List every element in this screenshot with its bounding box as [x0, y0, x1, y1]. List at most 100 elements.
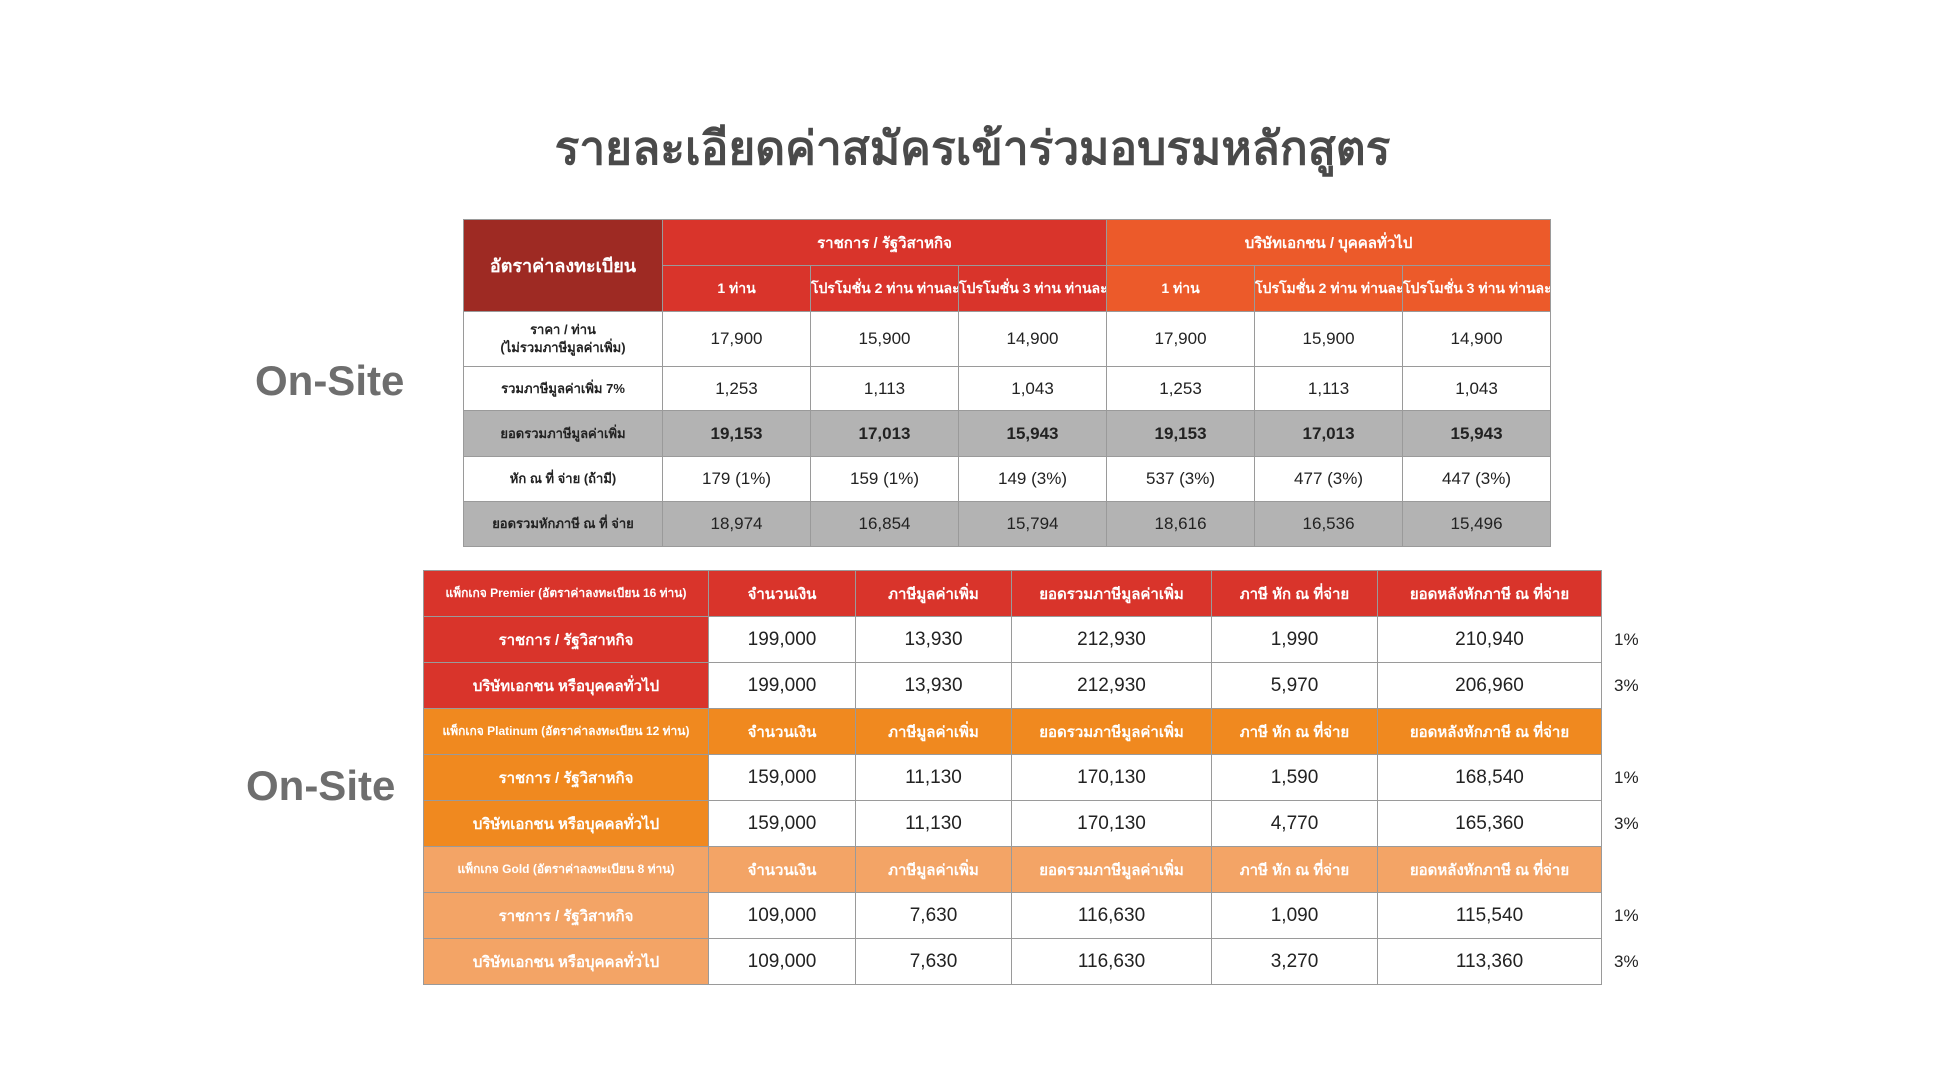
- table-cell: 15,943: [1402, 410, 1552, 457]
- column-header: ภาษีมูลค่าเพิ่ม: [855, 708, 1012, 755]
- table-row: ยอดรวมภาษีมูลค่าเพิ่ม 19,153 17,013 15,9…: [463, 410, 1552, 457]
- table-cell: 1,043: [957, 366, 1108, 411]
- table-cell: 4,770: [1211, 800, 1378, 847]
- row-label: ราคา / ท่าน (ไม่รวมภาษีมูลค่าเพิ่ม): [463, 311, 663, 367]
- withholding-percent: 1%: [1614, 629, 1639, 649]
- column-header: 1 ท่าน: [662, 265, 811, 312]
- table-cell: 15,900: [810, 311, 959, 367]
- table-cell: 17,900: [1106, 311, 1256, 367]
- column-header: ภาษี หัก ณ ที่จ่าย: [1211, 570, 1378, 617]
- table-row: หัก ณ ที่ จ่าย (ถ้ามี) 179 (1%) 159 (1%)…: [463, 456, 1552, 502]
- table-cell: 168,540: [1377, 754, 1602, 801]
- table-cell: 1,113: [810, 366, 959, 411]
- table-cell: 165,360: [1377, 800, 1602, 847]
- table-corner-header: อัตราค่าลงทะเบียน: [463, 219, 663, 312]
- table-cell: 116,630: [1011, 892, 1212, 939]
- withholding-percent: 3%: [1614, 675, 1639, 695]
- column-header: ภาษี หัก ณ ที่จ่าย: [1211, 708, 1378, 755]
- table-cell: 1,113: [1254, 366, 1404, 411]
- column-header: ภาษีมูลค่าเพิ่ม: [855, 570, 1012, 617]
- table-cell: 447 (3%): [1402, 456, 1552, 502]
- table-cell: 18,616: [1106, 501, 1256, 547]
- page-title: รายละเอียดค่าสมัครเข้าร่วมอบรมหลักสูตร: [554, 121, 1391, 175]
- row-label: บริษัทเอกชน หรือบุคคลทั่วไป: [423, 662, 709, 709]
- table-cell: 115,540: [1377, 892, 1602, 939]
- package-header-row: แพ็กเกจ Premier (อัตราค่าลงทะเบียน 16 ท่…: [423, 570, 1662, 617]
- table-row: บริษัทเอกชน หรือบุคคลทั่วไป 159,000 11,1…: [423, 800, 1662, 847]
- row-label: รวมภาษีมูลค่าเพิ่ม 7%: [463, 366, 663, 411]
- table-cell: 113,360: [1377, 938, 1602, 985]
- table-row: บริษัทเอกชน หรือบุคคลทั่วไป 109,000 7,63…: [423, 938, 1662, 985]
- column-header: จำนวนเงิน: [708, 708, 856, 755]
- table-cell: 1,253: [1106, 366, 1256, 411]
- column-header: ยอดรวมภาษีมูลค่าเพิ่ม: [1011, 570, 1212, 617]
- table-cell: 3,270: [1211, 938, 1378, 985]
- column-header: 1 ท่าน: [1106, 265, 1256, 312]
- table-cell: 210,940: [1377, 616, 1602, 663]
- group-header-private: บริษัทเอกชน / บุคคลทั่วไป: [1106, 219, 1552, 266]
- table-row: ยอดรวมหักภาษี ณ ที่ จ่าย 18,974 16,854 1…: [463, 501, 1552, 547]
- table-cell: 11,130: [855, 754, 1012, 801]
- table-row: ราคา / ท่าน (ไม่รวมภาษีมูลค่าเพิ่ม) 17,90…: [463, 311, 1552, 367]
- table-cell: 206,960: [1377, 662, 1602, 709]
- table-cell: 14,900: [957, 311, 1108, 367]
- table-cell: 159,000: [708, 800, 856, 847]
- table-cell: 199,000: [708, 662, 856, 709]
- column-header: จำนวนเงิน: [708, 570, 856, 617]
- table-cell: 17,013: [1254, 410, 1404, 457]
- table-cell: 17,013: [810, 410, 959, 457]
- table-cell: 212,930: [1011, 616, 1212, 663]
- table-cell: 16,854: [810, 501, 959, 547]
- table-cell: 199,000: [708, 616, 856, 663]
- table-cell: 16,536: [1254, 501, 1404, 547]
- withholding-percent: 3%: [1614, 951, 1639, 971]
- table-cell: 179 (1%): [662, 456, 811, 502]
- table-row: ราชการ / รัฐวิสาหกิจ 199,000 13,930 212,…: [423, 616, 1662, 663]
- table-cell: 1,043: [1402, 366, 1552, 411]
- column-header: จำนวนเงิน: [708, 846, 856, 893]
- column-header: โปรโมชั่น 3 ท่าน ท่านละ: [1402, 265, 1552, 312]
- table-cell: 1,990: [1211, 616, 1378, 663]
- column-header: โปรโมชั่น 2 ท่าน ท่านละ: [1254, 265, 1404, 312]
- column-header: ยอดรวมภาษีมูลค่าเพิ่ม: [1011, 708, 1212, 755]
- section-label-onsite: On-Site: [246, 762, 396, 809]
- table-cell: 13,930: [855, 616, 1012, 663]
- table-cell: 149 (3%): [957, 456, 1108, 502]
- table-cell: 11,130: [855, 800, 1012, 847]
- table-cell: 15,900: [1254, 311, 1404, 367]
- column-header: ยอดหลังหักภาษี ณ ที่จ่าย: [1377, 708, 1602, 755]
- package-name-platinum: แพ็กเกจ Platinum (อัตราค่าลงทะเบียน 12 ท…: [423, 708, 709, 755]
- table-cell: 18,974: [662, 501, 811, 547]
- column-header: ภาษี หัก ณ ที่จ่าย: [1211, 846, 1378, 893]
- table-cell: 15,794: [957, 501, 1108, 547]
- table-row: รวมภาษีมูลค่าเพิ่ม 7% 1,253 1,113 1,043 …: [463, 366, 1552, 411]
- table-row: บริษัทเอกชน หรือบุคคลทั่วไป 199,000 13,9…: [423, 662, 1662, 709]
- table-cell: 537 (3%): [1106, 456, 1256, 502]
- table-cell: 15,943: [957, 410, 1108, 457]
- table-cell: 1,590: [1211, 754, 1378, 801]
- row-label: หัก ณ ที่ จ่าย (ถ้ามี): [463, 456, 663, 502]
- table-cell: 109,000: [708, 892, 856, 939]
- withholding-percent: 1%: [1614, 905, 1639, 925]
- row-label: ราชการ / รัฐวิสาหกิจ: [423, 616, 709, 663]
- blank-cell: [1602, 571, 1662, 617]
- table-cell: 14,900: [1402, 311, 1552, 367]
- column-header: ยอดหลังหักภาษี ณ ที่จ่าย: [1377, 846, 1602, 893]
- column-header: โปรโมชั่น 3 ท่าน ท่านละ: [957, 265, 1108, 312]
- table-cell: 1,253: [662, 366, 811, 411]
- row-label: ราชการ / รัฐวิสาหกิจ: [423, 754, 709, 801]
- blank-cell: [1602, 847, 1662, 893]
- package-name-premier: แพ็กเกจ Premier (อัตราค่าลงทะเบียน 16 ท่…: [423, 570, 709, 617]
- table-cell: 159,000: [708, 754, 856, 801]
- withholding-percent: 3%: [1614, 813, 1639, 833]
- column-header: ยอดหลังหักภาษี ณ ที่จ่าย: [1377, 570, 1602, 617]
- row-label: ยอดรวมภาษีมูลค่าเพิ่ม: [463, 410, 663, 457]
- row-label: ยอดรวมหักภาษี ณ ที่ จ่าย: [463, 501, 663, 547]
- package-header-row: แพ็กเกจ Gold (อัตราค่าลงทะเบียน 8 ท่าน) …: [423, 846, 1662, 893]
- table-cell: 7,630: [855, 892, 1012, 939]
- column-header: ภาษีมูลค่าเพิ่ม: [855, 846, 1012, 893]
- registration-rate-table: อัตราค่าลงทะเบียน ราชการ / รัฐวิสาหกิจ บ…: [463, 219, 1552, 547]
- column-header: โปรโมชั่น 2 ท่าน ท่านละ: [810, 265, 959, 312]
- table-row: ราชการ / รัฐวิสาหกิจ 109,000 7,630 116,6…: [423, 892, 1662, 939]
- table-cell: 5,970: [1211, 662, 1378, 709]
